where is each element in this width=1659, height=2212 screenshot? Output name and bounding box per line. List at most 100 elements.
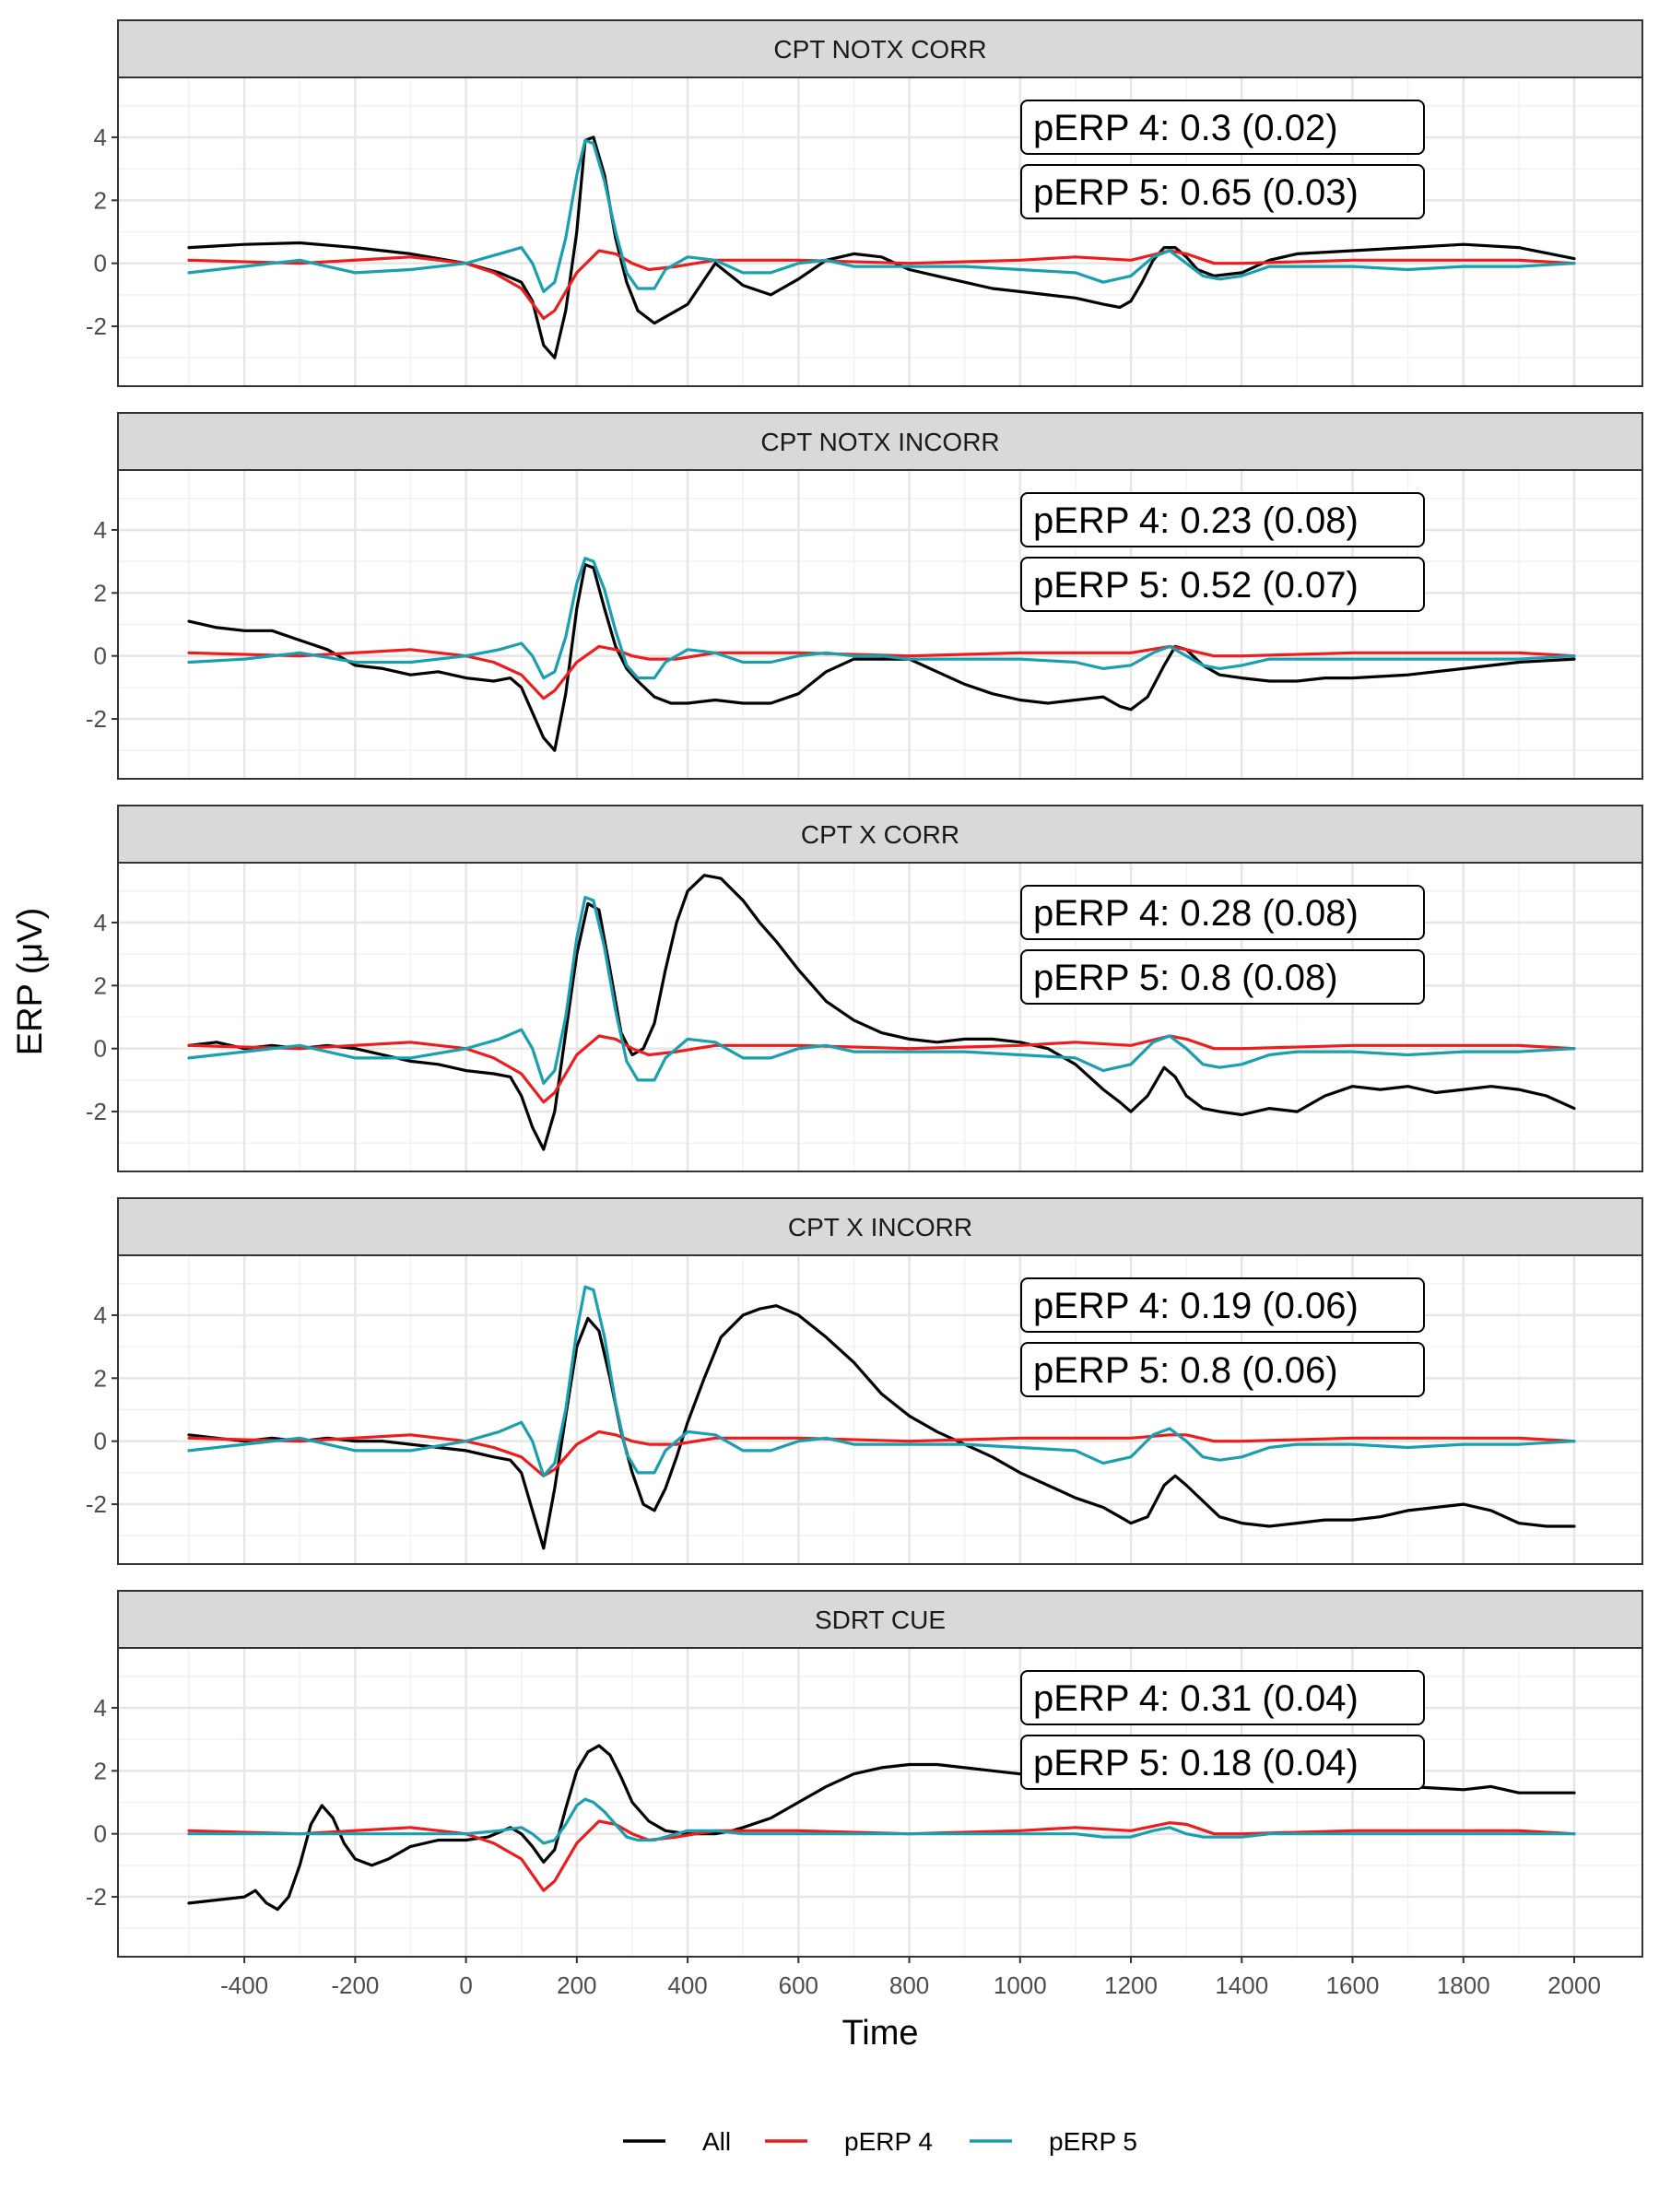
x-tick-label: 1200	[1104, 1971, 1158, 1999]
y-tick-label: 0	[94, 1428, 107, 1455]
series-lines	[187, 135, 1576, 359]
annotation-label: pERP 5: 0.65 (0.03)	[1033, 172, 1359, 213]
annotation-label: pERP 4: 0.23 (0.08)	[1033, 500, 1359, 541]
x-axis: -400 -200 0 200 400 600 800 1000 1200 1400 1600 180…	[220, 1957, 1601, 1999]
facet-strip-label: CPT X CORR	[801, 820, 959, 849]
series-line-perp-4	[187, 644, 1576, 700]
annotation-label: pERP 4: 0.31 (0.04)	[1033, 1678, 1359, 1719]
x-tick-label: 600	[779, 1971, 818, 1999]
y-tick-label: 4	[94, 124, 107, 151]
series-line-perp-4	[187, 249, 1576, 321]
y-tick-label: 2	[94, 186, 107, 214]
y-axis-title: ERP (μV)	[11, 908, 50, 1056]
legend-label-all: All	[702, 2127, 731, 2156]
series-lines	[187, 1285, 1576, 1550]
y-tick-label: 2	[94, 971, 107, 999]
series-line-all	[187, 135, 1576, 359]
y-tick-label: 2	[94, 1364, 107, 1392]
y-tick-label: 2	[94, 579, 107, 606]
x-axis-title: Time	[841, 2014, 918, 2053]
x-tick-label: 200	[557, 1971, 596, 1999]
x-tick-label: 400	[667, 1971, 707, 1999]
annotation-box	[1020, 164, 1425, 219]
x-tick-label: 800	[889, 1971, 929, 1999]
series-line-perp-4	[187, 1034, 1576, 1104]
series-line-perp-5	[187, 138, 1576, 293]
facet-strip-label: SDRT CUE	[815, 1606, 946, 1634]
facet-strip	[117, 412, 1643, 471]
y-tick-label: 0	[94, 1820, 107, 1848]
annotation-box	[1020, 885, 1425, 940]
annotation-label: pERP 5: 0.52 (0.07)	[1033, 565, 1359, 606]
annotation-box	[1020, 492, 1425, 547]
y-tick-label: -2	[86, 312, 107, 340]
facet-strip	[117, 19, 1643, 78]
x-tick-label: -200	[331, 1971, 379, 1999]
annotation-label: pERP 5: 0.8 (0.06)	[1033, 1350, 1338, 1391]
gridlines	[118, 77, 1642, 386]
facet-strip-label: CPT NOTX CORR	[773, 35, 986, 64]
series-lines	[187, 557, 1576, 752]
facet-panels: CPT NOTX CORR -2 0 2 4 pERP 4: 0.3 (0.02) pERP…	[86, 19, 1643, 1958]
facet-panel: CPT NOTX INCORR -2 0 2 4 pERP 4: 0.23 (0.08) p…	[86, 412, 1643, 780]
series-line-perp-5	[187, 1285, 1576, 1477]
legend-label-perp-5: pERP 5	[1049, 2127, 1137, 2156]
annotation-box	[1020, 557, 1425, 612]
y-tick-label: -2	[86, 1883, 107, 1911]
y-tick-label: -2	[86, 705, 107, 733]
annotation-box	[1020, 100, 1425, 155]
x-tick-label: 1600	[1326, 1971, 1380, 1999]
x-tick-label: 1000	[994, 1971, 1047, 1999]
panel-border	[117, 1254, 1643, 1565]
series-line-perp-4	[187, 1819, 1576, 1892]
y-tick-label: 4	[94, 1301, 107, 1329]
y-tick-label: -2	[86, 1490, 107, 1518]
series-line-perp-5	[187, 895, 1576, 1085]
panel-border	[117, 862, 1643, 1172]
annotation-box	[1020, 1670, 1425, 1725]
series-lines	[187, 874, 1576, 1151]
facet-strip	[117, 1197, 1643, 1256]
annotation-box	[1020, 1342, 1425, 1397]
facet-strip-label: CPT NOTX INCORR	[760, 428, 999, 456]
annotation-box	[1020, 949, 1425, 1005]
x-tick-label: 1800	[1437, 1971, 1490, 1999]
panel-border	[117, 76, 1643, 387]
panel-border	[117, 469, 1643, 780]
y-tick-label: 0	[94, 250, 107, 277]
y-tick-label: 4	[94, 1694, 107, 1722]
y-tick-label: 4	[94, 516, 107, 544]
series-line-perp-5	[187, 1797, 1576, 1845]
y-tick-label: 4	[94, 909, 107, 936]
y-tick-label: 0	[94, 1035, 107, 1063]
y-tick-label: 2	[94, 1757, 107, 1784]
y-tick-label: 0	[94, 642, 107, 670]
facet-panel: CPT X CORR -2 0 2 4 pERP 4: 0.28 (0.08) pERP 5…	[86, 805, 1643, 1172]
facet-panel: CPT X INCORR -2 0 2 4 pERP 4: 0.19 (0.06) pERP…	[86, 1197, 1643, 1565]
facet-strip-label: CPT X INCORR	[788, 1213, 972, 1241]
x-tick-label: -400	[220, 1971, 268, 1999]
panel-border	[117, 1647, 1643, 1958]
annotation-label: pERP 4: 0.3 (0.02)	[1033, 108, 1338, 148]
facet-strip	[117, 805, 1643, 864]
series-line-all	[187, 874, 1576, 1151]
y-tick-label: -2	[86, 1098, 107, 1125]
series-line-perp-5	[187, 557, 1576, 680]
annotation-label: pERP 5: 0.8 (0.08)	[1033, 958, 1338, 998]
series-line-all	[187, 1304, 1576, 1550]
legend-label-perp-4: pERP 4	[844, 2127, 933, 2156]
x-tick-label: 2000	[1547, 1971, 1601, 1999]
facet-panel: SDRT CUE -2 0 2 4 pERP 4: 0.31 (0.04) pERP 5: …	[86, 1590, 1643, 1958]
legend: All pERP 4 pERP 5	[623, 2127, 1137, 2156]
series-line-perp-4	[187, 1430, 1576, 1477]
gridlines	[118, 470, 1642, 779]
x-tick-label: 1400	[1215, 1971, 1268, 1999]
facet-panel: CPT NOTX CORR -2 0 2 4 pERP 4: 0.3 (0.02) pERP…	[86, 19, 1643, 387]
annotation-label: pERP 4: 0.28 (0.08)	[1033, 893, 1359, 934]
annotation-box	[1020, 1277, 1425, 1333]
facet-strip	[117, 1590, 1643, 1649]
annotation-label: pERP 5: 0.18 (0.04)	[1033, 1743, 1359, 1783]
annotation-label: pERP 4: 0.19 (0.06)	[1033, 1286, 1359, 1326]
x-tick-label: 0	[459, 1971, 472, 1999]
